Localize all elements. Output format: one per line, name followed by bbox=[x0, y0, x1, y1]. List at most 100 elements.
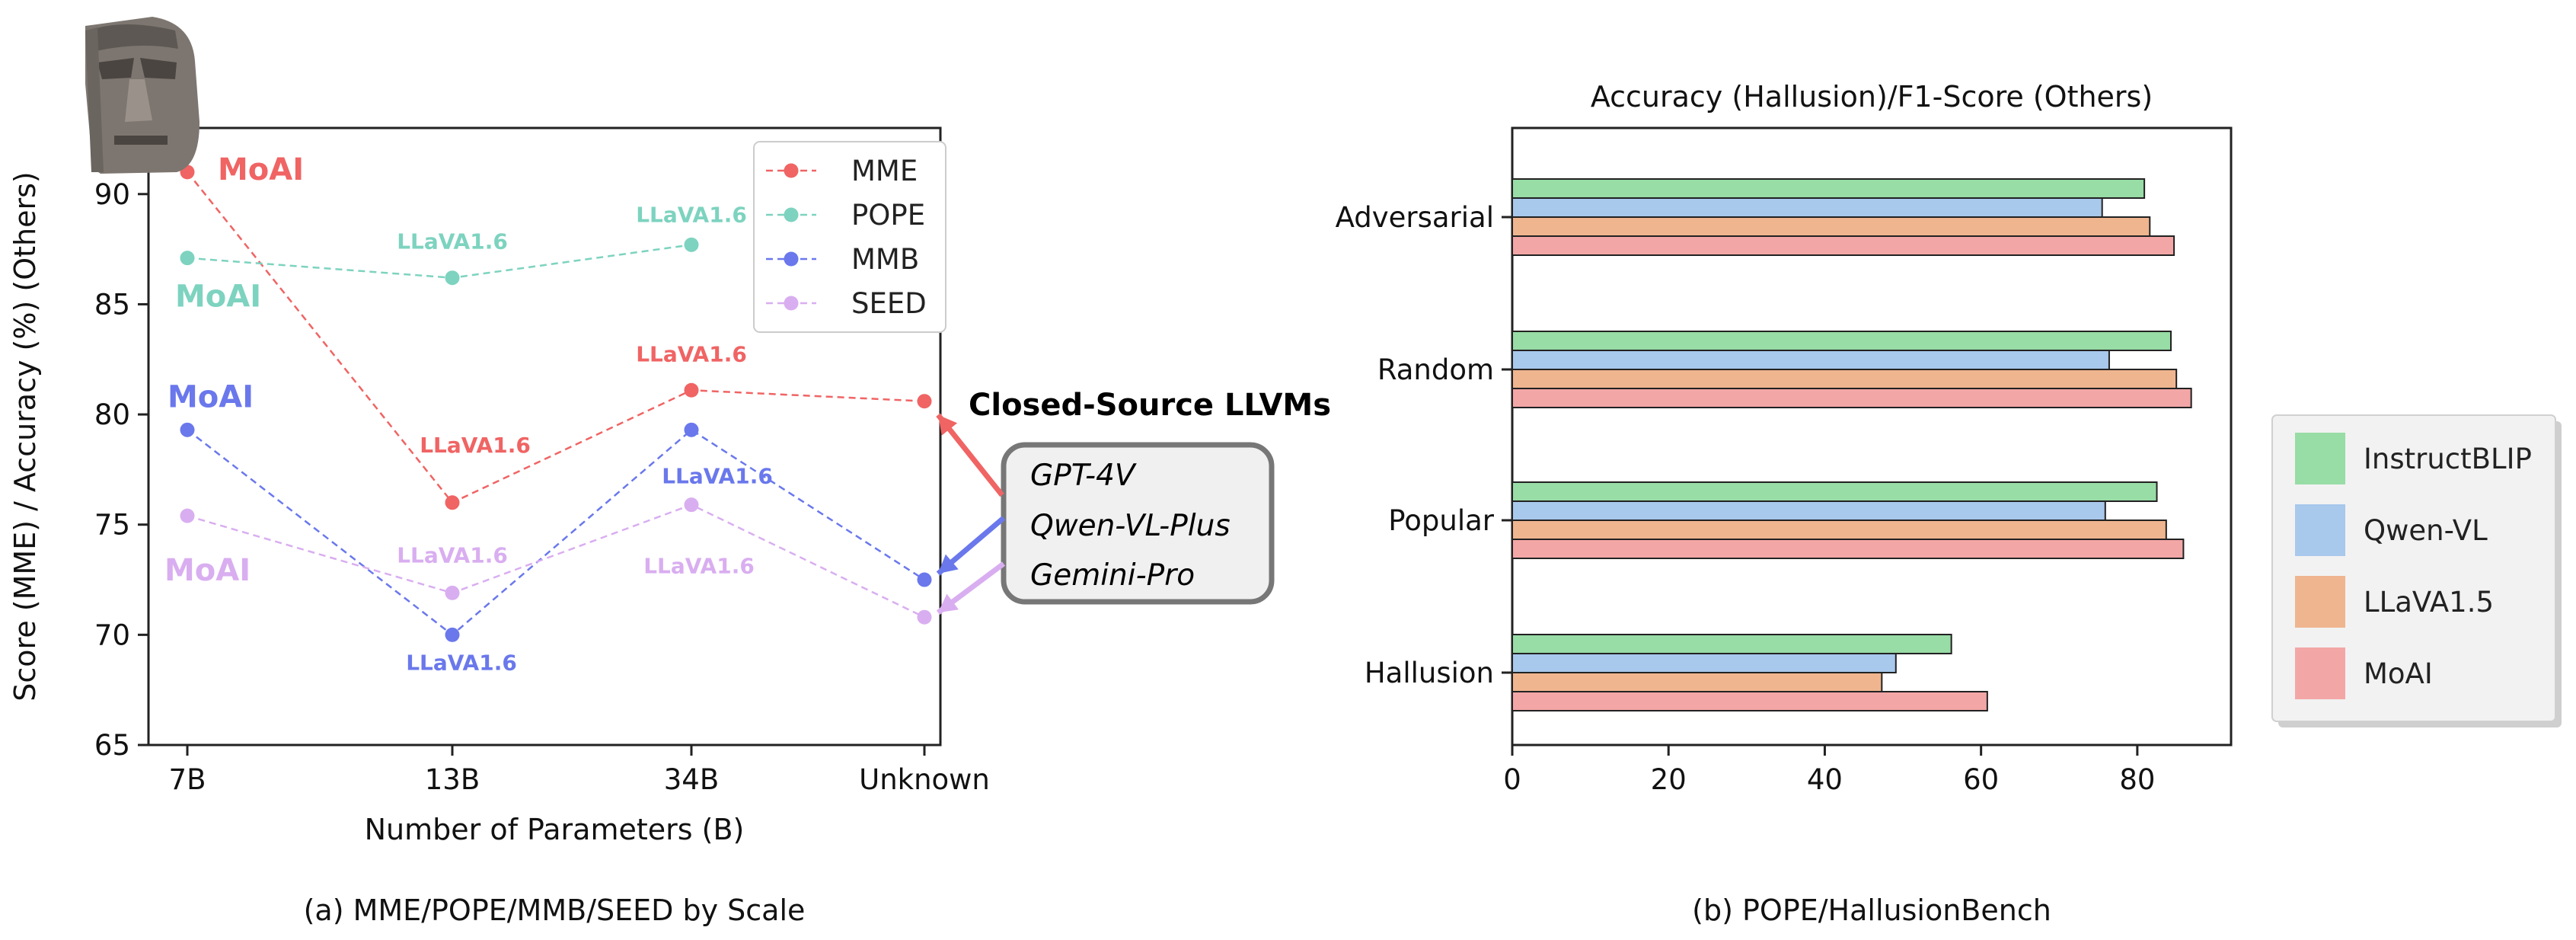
closed-source-title: Closed-Source LLVMs bbox=[969, 388, 1331, 423]
data-point-mmb bbox=[917, 572, 932, 587]
point-label: LLaVA1.6 bbox=[643, 554, 755, 579]
callout-arrowhead bbox=[938, 414, 958, 436]
legend-marker-mme bbox=[784, 163, 799, 178]
bar-x-tick-label: 40 bbox=[1807, 763, 1843, 796]
point-label: MoAI bbox=[175, 280, 261, 315]
caption-a: (a) MME/POPE/MMB/SEED by Scale bbox=[304, 894, 806, 927]
bar-x-tick-label: 80 bbox=[2119, 763, 2155, 796]
bar-legend-label-llava1.5: LLaVA1.5 bbox=[2364, 586, 2494, 619]
series-line-seed bbox=[187, 504, 925, 619]
legend-label-mme: MME bbox=[851, 155, 918, 187]
bar-llava1.5 bbox=[1511, 369, 2178, 389]
bar-legend-swatch-instructblip bbox=[2295, 433, 2345, 484]
data-point-seed bbox=[917, 609, 932, 625]
closed-source-box bbox=[1001, 442, 1275, 605]
y-tick-label: 85 bbox=[94, 288, 130, 321]
data-point-mmb bbox=[445, 627, 460, 642]
bar-y-axis: Adversarial Random Popular Hallusion bbox=[1336, 201, 1512, 689]
bar-instructblip bbox=[1511, 634, 1952, 654]
legend-label-seed: SEED bbox=[851, 287, 927, 320]
bar-category-label: Adversarial bbox=[1336, 201, 1494, 234]
bar-x-tick-label: 20 bbox=[1651, 763, 1687, 796]
legend-label-pope: POPE bbox=[851, 199, 925, 232]
bar-chart-title: Accuracy (Hallusion)/F1-Score (Others) bbox=[1591, 80, 2153, 114]
bar-legend: InstructBLIP Qwen-VL LLaVA1.5 MoAI bbox=[2271, 414, 2562, 727]
bar-qwen-vl bbox=[1511, 197, 2103, 218]
callout-arrowhead bbox=[938, 554, 959, 574]
data-point-seed bbox=[445, 585, 460, 600]
line-chart: 65 70 75 80 85 90 7B 13B 34B Unknown MoAI LLaVA1.… bbox=[8, 17, 1331, 927]
bar-qwen-vl bbox=[1511, 653, 1897, 673]
data-point-mme bbox=[917, 394, 932, 409]
point-label: MoAI bbox=[218, 152, 304, 187]
bar-legend-swatch-moai bbox=[2295, 647, 2345, 699]
point-label: LLaVA1.6 bbox=[662, 463, 773, 488]
bar-moai bbox=[1511, 691, 1988, 711]
bar-legend-box bbox=[2271, 414, 2556, 722]
bar-instructblip bbox=[1511, 331, 2172, 351]
bar-moai bbox=[1511, 388, 2192, 408]
callout-arrowhead bbox=[938, 593, 959, 613]
data-point-pope bbox=[180, 251, 195, 266]
bar-moai bbox=[1511, 235, 2175, 256]
caption-b: (b) POPE/HallusionBench bbox=[1692, 894, 2051, 927]
y-tick-label: 90 bbox=[94, 178, 130, 211]
bar-instructblip bbox=[1511, 481, 2158, 502]
legend-box bbox=[753, 141, 946, 333]
y-tick-label: 65 bbox=[94, 729, 130, 762]
point-label: MoAI bbox=[164, 553, 251, 588]
y-tick-label: 70 bbox=[94, 619, 130, 651]
data-point-seed bbox=[684, 497, 699, 513]
point-label: LLaVA1.6 bbox=[636, 341, 747, 366]
bar-llava1.5 bbox=[1511, 216, 2151, 237]
point-label: LLaVA1.6 bbox=[420, 433, 531, 458]
bar-llava1.5 bbox=[1511, 520, 2167, 540]
bar-x-tick-label: 0 bbox=[1503, 763, 1521, 796]
bar-category-label: Hallusion bbox=[1365, 657, 1494, 689]
data-point-mmb bbox=[684, 422, 699, 437]
bar-moai bbox=[1511, 539, 2185, 559]
bar-chart: Accuracy (Hallusion)/F1-Score (Others) A… bbox=[1336, 80, 2562, 927]
point-labels: MoAI LLaVA1.6 LLaVA1.6 MoAI LLaVA1.6 LLaVA1.6… bbox=[164, 152, 773, 675]
x-tick-label: 7B bbox=[169, 763, 206, 796]
bar-legend-swatch-qwen-vl bbox=[2295, 504, 2345, 556]
x-axis-label: Number of Parameters (B) bbox=[365, 813, 745, 846]
point-label: LLaVA1.6 bbox=[406, 650, 517, 675]
series-line-mmb bbox=[187, 428, 925, 636]
model-gemini-pro: Gemini-Pro bbox=[1030, 558, 1195, 593]
bar-x-axis: 0 20 40 60 80 bbox=[1503, 745, 2155, 796]
y-axis: 65 70 75 80 85 90 bbox=[94, 178, 148, 762]
bar-category-label: Popular bbox=[1388, 504, 1495, 537]
moai-logo-icon bbox=[85, 17, 200, 174]
data-point-pope bbox=[445, 270, 460, 286]
series-line-mme bbox=[187, 171, 925, 504]
model-gpt4v: GPT-4V bbox=[1030, 459, 1137, 493]
bar-qwen-vl bbox=[1511, 500, 2106, 521]
bar-x-tick-label: 60 bbox=[1963, 763, 1999, 796]
bar-llava1.5 bbox=[1511, 672, 1883, 692]
y-tick-label: 80 bbox=[94, 398, 130, 431]
y-tick-label: 75 bbox=[94, 509, 130, 542]
data-point-mme bbox=[684, 382, 699, 398]
bars bbox=[1511, 178, 2192, 711]
model-qwen-vl-plus: Qwen-VL-Plus bbox=[1030, 509, 1231, 543]
callout-arrows bbox=[936, 413, 1006, 615]
y-axis-label: Score (MME) / Accuracy (%) (Others) bbox=[8, 171, 42, 701]
bar-legend-label-moai: MoAI bbox=[2364, 657, 2433, 690]
series-lines bbox=[180, 165, 932, 642]
legend: MME POPE MMB SEED bbox=[753, 141, 946, 333]
legend-marker-seed bbox=[784, 296, 799, 311]
point-label: LLaVA1.6 bbox=[636, 202, 747, 227]
point-label: LLaVA1.6 bbox=[397, 229, 508, 254]
legend-marker-mmb bbox=[784, 251, 799, 267]
bar-legend-label-qwen-vl: Qwen-VL bbox=[2364, 514, 2488, 547]
data-point-pope bbox=[684, 237, 699, 252]
x-tick-label: Unknown bbox=[859, 763, 990, 796]
legend-label-mmb: MMB bbox=[851, 243, 919, 276]
bar-qwen-vl bbox=[1511, 350, 2110, 370]
x-tick-label: 13B bbox=[425, 763, 480, 796]
data-point-seed bbox=[180, 508, 195, 523]
bar-category-label: Random bbox=[1377, 353, 1494, 386]
legend-marker-pope bbox=[784, 207, 799, 222]
